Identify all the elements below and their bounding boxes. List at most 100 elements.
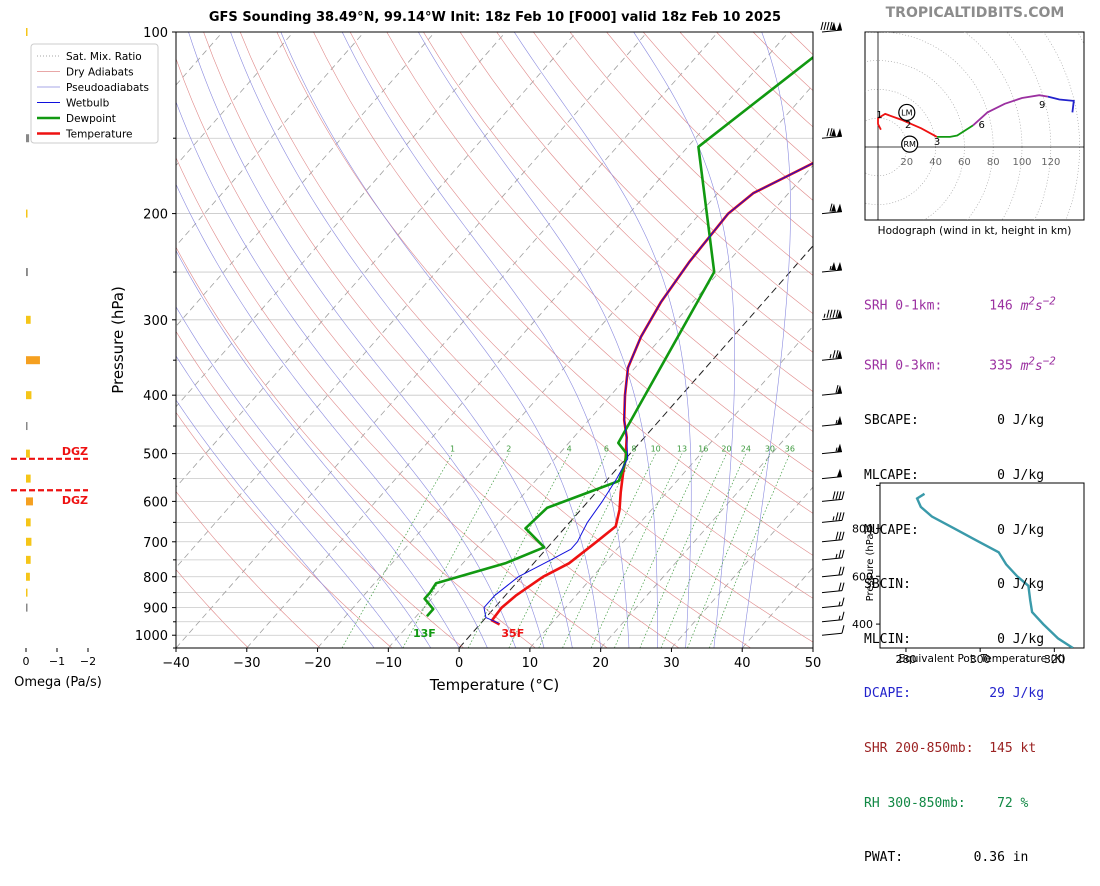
y-tick-label: 300 xyxy=(143,314,168,329)
pseudoadiabat-line xyxy=(280,32,601,648)
y-tick-label: 1000 xyxy=(135,629,168,644)
isotherm-line xyxy=(176,32,719,648)
barb-full xyxy=(841,566,845,575)
barb-full xyxy=(835,309,839,318)
wind-barb xyxy=(821,128,843,139)
barb-flag xyxy=(837,22,842,30)
x-tick-label: −20 xyxy=(304,656,331,671)
stat-value: 0 J/kg xyxy=(997,577,1045,593)
omega-bar xyxy=(26,518,31,527)
barb-full xyxy=(841,491,845,500)
hodograph-panel: 20 40 60 80 100 120 1 2 3 6 9 LM RM Hodograph (wind i… xyxy=(864,31,1085,237)
x-tick-label: 40 xyxy=(734,656,751,671)
y-tick-label: 800 xyxy=(143,571,168,586)
mixing-ratio-label: 8 xyxy=(631,445,636,454)
barb-half xyxy=(835,447,838,452)
y-tick-label: 400 xyxy=(143,389,168,404)
dry-adiabat-line xyxy=(349,32,813,514)
theta-e-x-label: Equivalent Pot. Temperature (K) xyxy=(898,653,1065,665)
stat-label: PWAT: xyxy=(864,850,904,866)
barb-full xyxy=(841,597,845,606)
isotherm-line xyxy=(246,32,790,648)
hodograph-segment xyxy=(972,94,1049,127)
stat-value: 29 J/kg xyxy=(989,686,1045,702)
barb-half xyxy=(838,601,841,606)
mixing-ratio-line xyxy=(639,453,727,648)
barb-full xyxy=(841,512,845,521)
barb-staff xyxy=(821,451,843,455)
y-tick-label: 100 xyxy=(143,26,168,41)
barb-staff xyxy=(821,498,843,502)
barb-flag xyxy=(837,468,842,477)
ring-label: 20 xyxy=(900,157,913,168)
barb-full xyxy=(835,491,839,500)
stat-unit: m2s−2 xyxy=(1020,294,1056,314)
barb-flag xyxy=(837,443,842,452)
omega-tick-label: 0 xyxy=(23,655,30,668)
mixing-ratio-label: 24 xyxy=(741,445,751,454)
theta-e-x-tick-label: 320 xyxy=(1044,653,1065,666)
x-tick-label: 10 xyxy=(522,656,539,671)
pseudoadiabat-line xyxy=(188,32,545,648)
barb-full xyxy=(823,21,827,31)
height-label: 6 xyxy=(978,120,984,131)
wind-barb xyxy=(821,491,845,502)
stat-unit: m2s−2 xyxy=(1020,354,1056,374)
stat-value: 335 xyxy=(989,358,1013,374)
pseudoadiabat-line xyxy=(741,32,791,648)
y-tick-label: 200 xyxy=(143,208,168,223)
mixing-ratio-line xyxy=(590,453,683,648)
isotherm-line xyxy=(176,32,365,247)
skewt-ticks: −40 −30 −20 −10 0 10 20 30 40 50 Temperature (°C) 1… xyxy=(109,26,821,694)
omega-bar xyxy=(26,555,31,564)
storm-motion-label: LM xyxy=(901,108,912,117)
mixing-ratio-lines: 1 2 4 6 8 10 13 16 20 24 30 36 xyxy=(341,445,795,648)
dry-adiabat-line xyxy=(176,411,393,648)
omega-bar xyxy=(26,497,33,506)
wind-barb xyxy=(821,309,843,321)
barb-flag xyxy=(831,203,836,212)
theta-e-plot xyxy=(915,492,1074,648)
stat-sbcape: SBCAPE: 0 J/kg xyxy=(864,412,1056,430)
dry-adiabat-line xyxy=(203,32,751,648)
skewt-grid xyxy=(176,32,813,648)
stat-value: 0 J/kg xyxy=(997,631,1045,647)
barb-staff xyxy=(821,392,843,396)
stat-value: 0 J/kg xyxy=(997,522,1045,538)
isotherm-line xyxy=(458,245,813,648)
legend-label: Pseudoadiabats xyxy=(66,82,149,94)
legend-label: Dry Adiabats xyxy=(66,67,134,79)
barb-staff xyxy=(821,476,843,480)
omega-bar xyxy=(26,28,28,36)
barb-flag xyxy=(837,416,842,425)
y-tick-label: 700 xyxy=(143,536,168,551)
y-axis-label: Pressure (hPa) xyxy=(109,286,127,394)
omega-panel: DGZ DGZ 0 −1 −2 Omega (Pa/s) xyxy=(11,28,102,690)
barb-full xyxy=(838,582,842,591)
barb-full xyxy=(841,582,845,591)
ring-label: 80 xyxy=(987,157,1000,168)
barb-half xyxy=(832,516,835,521)
barb-staff xyxy=(821,357,843,361)
x-tick-label: 20 xyxy=(592,656,609,671)
omega-bar xyxy=(26,268,28,277)
stat-mlcape: MLCAPE: 0 J/kg xyxy=(864,467,1056,485)
stat-sbcin: SBCIN: 0 J/kg xyxy=(864,576,1056,594)
hodograph-segment xyxy=(877,112,938,138)
pseudoadiabat-line xyxy=(176,250,460,648)
wind-barb xyxy=(821,531,845,543)
stat-label: MLCAPE: xyxy=(864,467,919,483)
wind-barb xyxy=(821,468,843,480)
dry-adiabat-line xyxy=(533,32,813,315)
theta-e-panel: 280 300 320 400 600 800 Equivalent Pot. Temper… xyxy=(852,482,1085,666)
stat-dcape: DCAPE: 29 J/kg xyxy=(864,685,1056,703)
dry-adiabat-line xyxy=(313,32,813,556)
y-tick-label: 900 xyxy=(143,602,168,617)
mixing-ratio-line xyxy=(709,453,791,648)
stat-value: 0 J/kg xyxy=(997,467,1045,483)
surface-temp-label: 13F xyxy=(413,627,436,640)
stat-label: SHR 200-850mb: xyxy=(864,740,974,756)
series-wetbulb xyxy=(483,162,813,624)
wind-barb xyxy=(821,597,845,609)
x-tick-label: 30 xyxy=(663,656,680,671)
